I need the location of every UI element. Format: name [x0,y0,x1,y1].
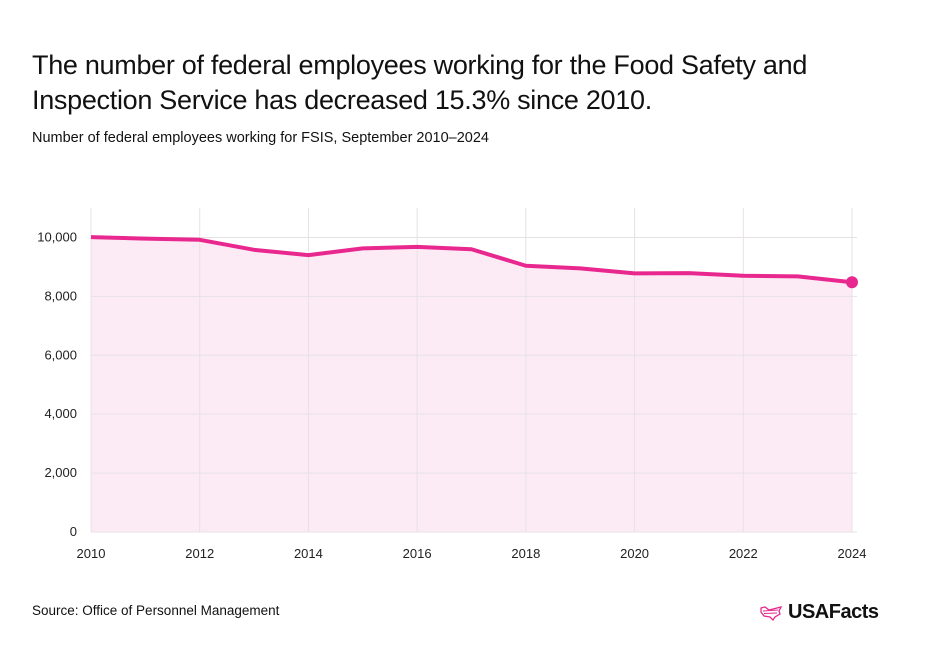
y-tick-label: 4,000 [44,406,77,421]
logo-text: USAFacts [788,601,879,623]
usafacts-logo: USAFacts [760,601,879,624]
area-fill [91,237,852,532]
x-tick-label: 2020 [620,546,649,561]
x-tick-label: 2024 [838,546,867,561]
chart-subtitle: Number of federal employees working for … [32,130,489,146]
y-tick-label: 2,000 [44,465,77,480]
x-tick-label: 2022 [729,546,758,561]
y-tick-label: 0 [70,524,77,539]
source-note: Source: Office of Personnel Management [32,603,280,618]
series-line [90,235,853,285]
data-point [846,276,858,289]
y-tick-label: 6,000 [44,347,77,362]
x-tick-label: 2014 [294,546,323,561]
x-tick-label: 2012 [185,546,214,561]
chart-title: The number of federal employees working … [32,50,808,115]
y-tick-label: 10,000 [37,229,77,244]
usa-map-icon [760,605,783,621]
x-tick-label: 2016 [403,546,432,561]
chart: 0 2,000 4,000 6,000 8,000 10,000 2010 2012 2014 2… [37,208,867,561]
x-tick-label: 2010 [77,546,106,561]
y-tick-label: 8,000 [44,288,77,303]
x-tick-label: 2018 [511,546,540,561]
